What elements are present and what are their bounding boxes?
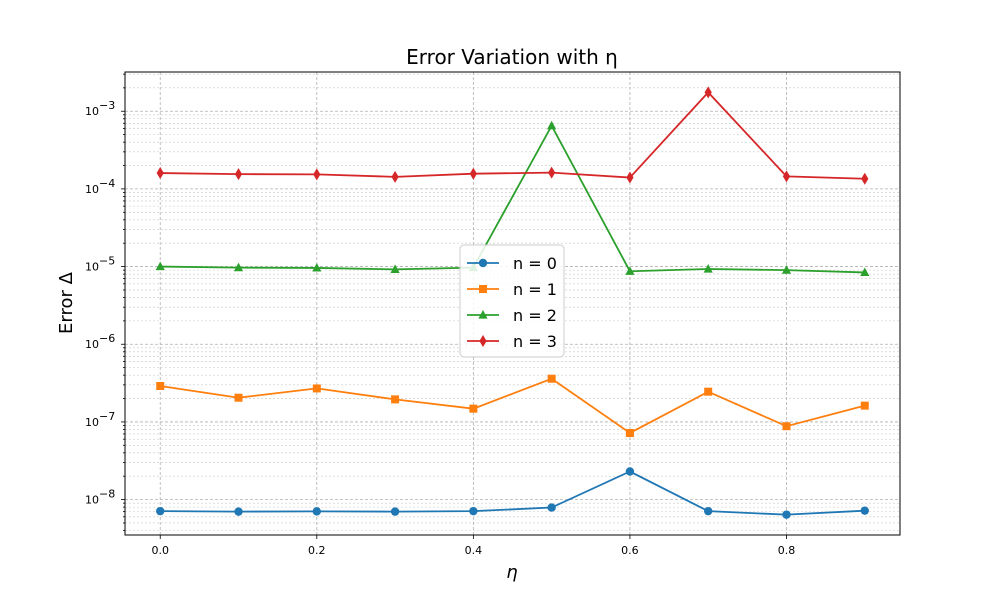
data-point — [547, 374, 556, 383]
data-series — [155, 86, 870, 519]
data-point — [156, 167, 164, 180]
legend-label: n = 1 — [513, 280, 557, 299]
data-point — [548, 166, 556, 179]
data-point — [156, 382, 165, 391]
legend: n = 0 n = 1 n = 2 n = 3 — [459, 244, 565, 358]
x-tick-label: 0.0 — [151, 544, 169, 557]
data-point — [313, 168, 321, 181]
series-n-3 — [156, 86, 869, 185]
data-point — [390, 507, 400, 516]
legend-marker — [478, 310, 488, 319]
legend-marker — [479, 335, 487, 347]
data-point — [469, 167, 477, 180]
y-tick-exponent: −7 — [99, 410, 115, 423]
data-point — [860, 506, 869, 515]
legend-label: n = 3 — [513, 332, 557, 351]
y-tick-label: 10 — [85, 261, 99, 274]
grid — [125, 72, 900, 535]
data-point — [390, 264, 400, 273]
data-point — [391, 395, 400, 404]
data-point — [625, 467, 635, 476]
y-tick-exponent: −3 — [99, 99, 115, 112]
series-line — [160, 470, 865, 516]
data-point — [547, 503, 556, 512]
data-point — [781, 265, 792, 274]
data-point — [312, 384, 321, 393]
x-tick-label: 0.8 — [778, 544, 796, 557]
y-tick-label: 10 — [85, 183, 99, 196]
series-n-1 — [156, 374, 869, 437]
data-point — [782, 422, 791, 431]
y-tick-label: 10 — [85, 416, 99, 429]
data-point — [782, 510, 791, 519]
data-point — [860, 401, 869, 410]
data-point — [233, 262, 244, 272]
data-point — [234, 168, 243, 181]
legend-box — [459, 244, 565, 358]
x-tick-label: 0.6 — [621, 544, 639, 557]
data-point — [312, 507, 321, 516]
data-point — [625, 266, 635, 275]
data-point — [469, 404, 478, 413]
legend-label: n = 0 — [513, 254, 557, 273]
legend-label: n = 2 — [513, 306, 557, 325]
y-tick-label: 10 — [85, 338, 99, 351]
data-point — [391, 170, 399, 183]
data-point — [704, 86, 712, 99]
series-line — [160, 123, 865, 274]
y-axis-label: Error Δ — [56, 271, 77, 334]
data-point — [625, 428, 634, 437]
data-point — [547, 120, 557, 130]
y-tick-label: 10 — [85, 494, 99, 507]
data-point — [860, 267, 870, 277]
legend-marker — [478, 258, 488, 268]
chart-title: Error Variation with η — [406, 45, 618, 69]
data-point — [155, 261, 165, 271]
plot-area-frame — [124, 71, 901, 536]
y-tick-exponent: −4 — [99, 177, 115, 190]
axis-ticks: 10−810−710−610−510−410 −30.0 0.2 0.4 0.6 0.8 — [85, 73, 796, 557]
data-point — [156, 506, 165, 516]
x-axis-label: η — [506, 562, 517, 583]
data-point — [861, 172, 869, 185]
y-tick-label: 10 — [85, 105, 99, 118]
data-point — [703, 264, 713, 273]
data-point — [234, 507, 243, 516]
y-tick-exponent: −8 — [99, 488, 115, 501]
data-point — [234, 393, 243, 402]
series-n-0 — [156, 467, 869, 519]
data-point — [782, 170, 791, 183]
data-point — [312, 262, 322, 272]
y-tick-exponent: −5 — [99, 255, 115, 268]
x-tick-label: 0.4 — [465, 544, 483, 557]
series-line — [160, 91, 865, 180]
series-line — [160, 377, 866, 435]
data-point — [704, 387, 713, 396]
x-tick-label: 0.2 — [308, 544, 326, 557]
y-tick-exponent: −6 — [99, 332, 115, 345]
data-point — [469, 506, 478, 516]
data-point — [626, 171, 634, 184]
legend-marker — [479, 285, 487, 293]
data-point — [704, 506, 713, 516]
